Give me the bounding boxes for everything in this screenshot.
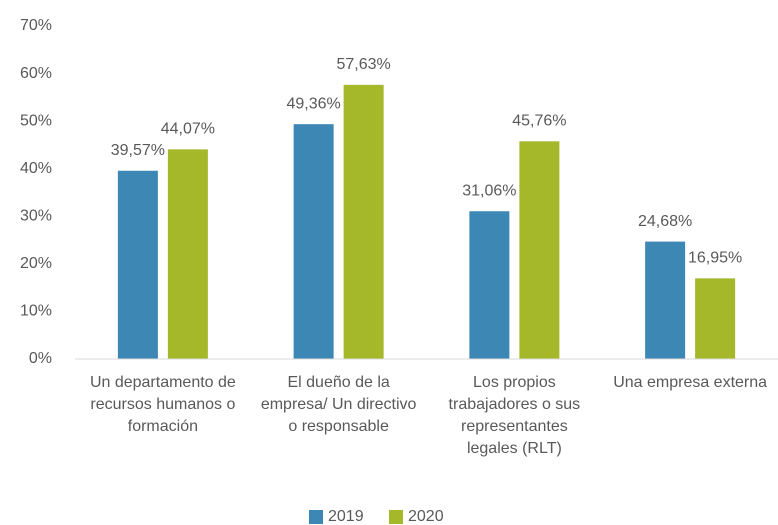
- data-label: 49,36%: [286, 95, 340, 112]
- data-label: 24,68%: [638, 213, 692, 230]
- bar: [695, 278, 736, 359]
- bar: [293, 124, 334, 359]
- data-label: 39,57%: [111, 142, 165, 159]
- x-tick-label: Una empresa externa: [613, 374, 768, 391]
- y-tick-label: 40%: [20, 160, 52, 177]
- data-label: 31,06%: [462, 182, 516, 199]
- y-tick-label: 50%: [20, 112, 52, 129]
- y-tick-label: 10%: [20, 303, 52, 320]
- y-tick-label: 20%: [20, 255, 52, 272]
- bar: [645, 241, 686, 359]
- data-label: 16,95%: [688, 250, 742, 267]
- bar: [343, 84, 384, 359]
- bar: [117, 170, 158, 359]
- y-tick-label: 70%: [20, 17, 52, 34]
- data-label: 45,76%: [512, 113, 566, 130]
- legend-label: 2020: [408, 508, 444, 525]
- y-tick-label: 60%: [20, 65, 52, 82]
- data-label: 57,63%: [336, 56, 390, 73]
- data-label: 44,07%: [161, 121, 215, 138]
- bar: [167, 149, 208, 359]
- legend-swatch: [309, 510, 323, 524]
- legend-swatch: [389, 510, 403, 524]
- x-tick-label: Los propios trabajadores o sus represent…: [448, 374, 581, 457]
- legend-label: 2019: [328, 508, 364, 525]
- y-tick-label: 30%: [20, 208, 52, 225]
- x-tick-label: El dueño de la empresa/ Un directivo o r…: [260, 374, 417, 435]
- y-tick-label: 0%: [29, 350, 52, 367]
- bar: [469, 211, 510, 359]
- x-tick-label: Un departamento de recursos humanos o fo…: [89, 374, 236, 435]
- bar: [519, 141, 560, 359]
